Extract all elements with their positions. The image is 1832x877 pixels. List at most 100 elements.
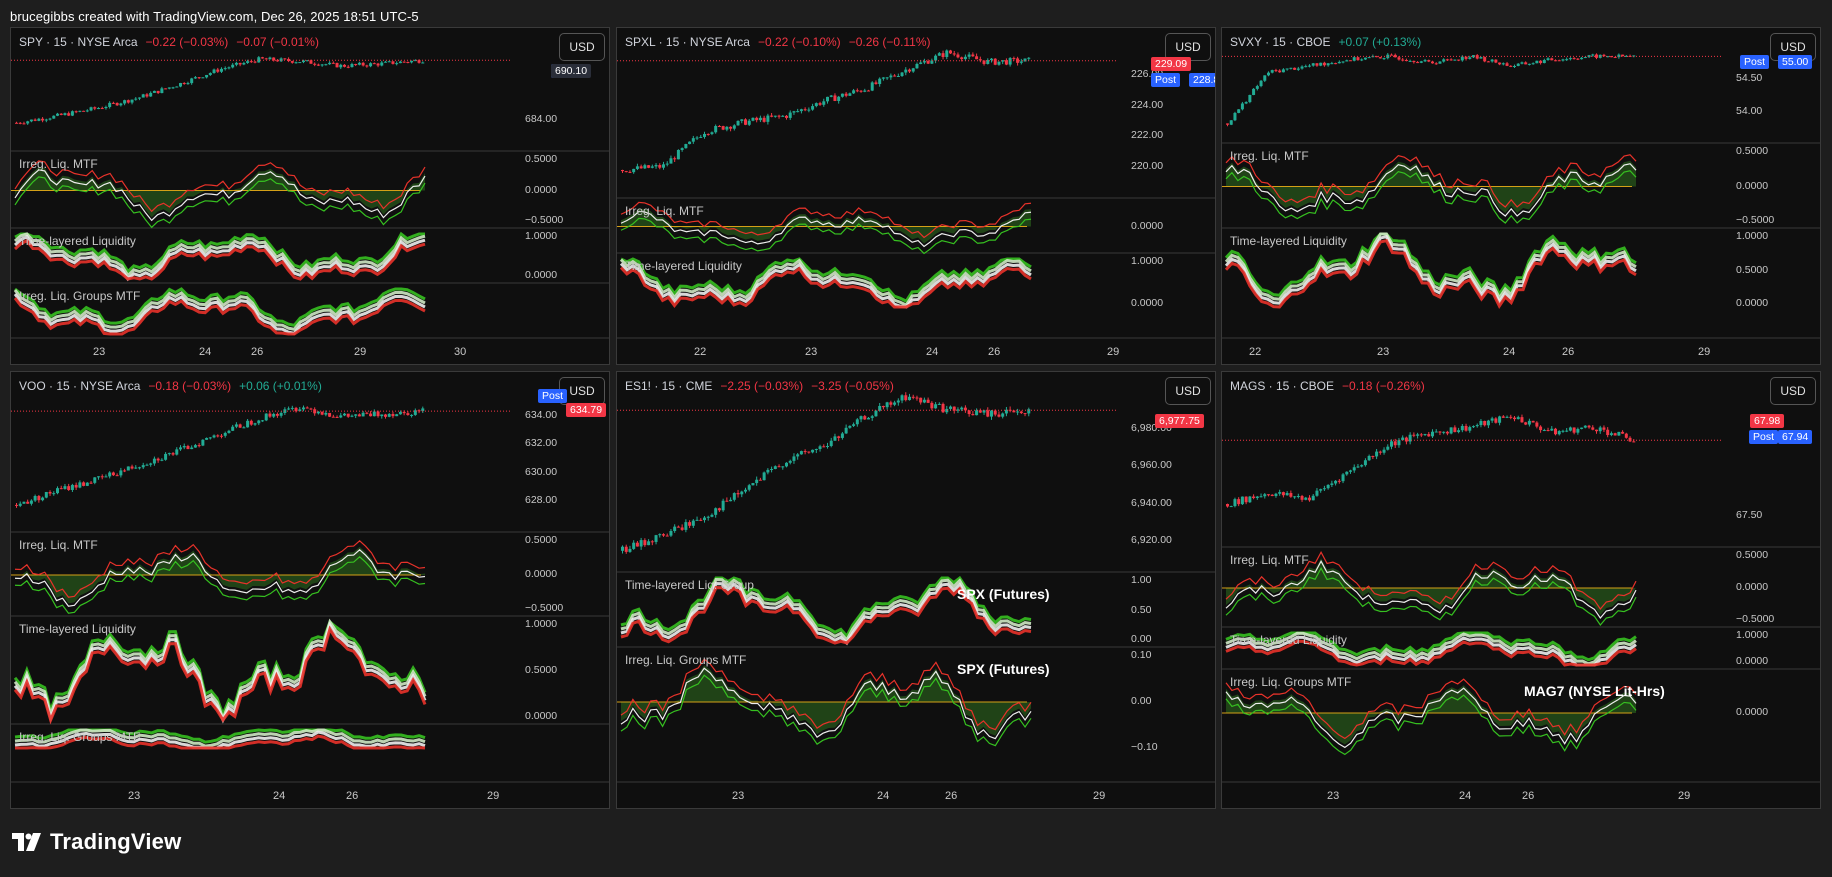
candle-body (1494, 418, 1498, 423)
chart-canvas[interactable] (11, 372, 610, 809)
candle-body (1449, 427, 1453, 434)
indicator-label[interactable]: Irreg. Liq. MTF (1230, 553, 1309, 567)
symbol-label[interactable]: SPXL · 15 · NYSE Arca (625, 35, 750, 49)
candle-body (747, 485, 751, 490)
currency-button[interactable]: USD (1165, 33, 1211, 61)
indicator-label[interactable]: Irreg. Liq. MTF (1230, 149, 1309, 163)
candle-body (1427, 434, 1431, 437)
candle-body (395, 63, 399, 65)
candle-body (1479, 57, 1483, 59)
symbol-label[interactable]: SVXY · 15 · CBOE (1230, 35, 1331, 49)
candle-body (1483, 57, 1487, 62)
candle-body (93, 107, 97, 109)
candle-body (889, 402, 893, 405)
chart-panel-spy[interactable]: SPY · 15 · NYSE Arca −0.22 (−0.03%) −0.07 … (10, 27, 610, 365)
indicator-line-green (1225, 566, 1637, 626)
candle-body (1445, 431, 1449, 434)
chart-canvas[interactable] (1222, 372, 1821, 809)
indicator-layer (1224, 232, 1637, 298)
symbol-label[interactable]: SPY · 15 · NYSE Arca (19, 35, 138, 49)
candle-body (1442, 59, 1446, 62)
candle-body (993, 58, 997, 65)
indicator-label[interactable]: Irreg. Liq. Groups MTF (1230, 675, 1352, 689)
indicator-label[interactable]: Irreg. Liq. MTF (19, 538, 98, 552)
candle-body (781, 115, 785, 117)
candle-body (647, 165, 651, 168)
currency-button[interactable]: USD (559, 33, 605, 61)
indicator-fill (1226, 685, 1636, 745)
candle-body (257, 57, 261, 63)
candle-body (78, 110, 82, 112)
candle-body (997, 61, 1001, 65)
price-tag: 229.09 (1151, 57, 1192, 71)
indicator-label[interactable]: Time-layered Liquidity (19, 622, 136, 636)
indicator-label[interactable]: Time-layered Liquidity (1230, 633, 1347, 647)
candle-body (1233, 499, 1237, 507)
indicator-label[interactable]: Time-layered Liquidity (19, 234, 136, 248)
candle-body (624, 171, 628, 173)
candle-body (1001, 60, 1005, 62)
indicator-line-white (14, 169, 426, 222)
candle-body (803, 109, 807, 111)
candle-body (911, 68, 915, 72)
candle-body (1609, 433, 1613, 436)
candle-body (952, 406, 956, 411)
candle-body (1464, 56, 1468, 59)
candle-body (1019, 411, 1023, 414)
candle-body (852, 90, 856, 94)
chart-canvas[interactable] (617, 372, 1216, 809)
indicator-label[interactable]: Irreg. Liq. MTF (19, 157, 98, 171)
indicator-axis-tick: 0.5000 (525, 664, 558, 676)
chart-canvas[interactable] (11, 28, 610, 365)
candle-body (339, 64, 343, 68)
symbol-label[interactable]: ES1! · 15 · CME (625, 379, 713, 393)
indicator-label[interactable]: Irreg. Liq. Groups MTF (19, 289, 141, 303)
candle-body (70, 484, 74, 490)
indicator-plot (620, 575, 1032, 646)
candle-body (829, 95, 833, 97)
chart-panel-mags[interactable]: MAGS · 15 · CBOE −0.18 (−0.26%) USD 67.50 67… (1221, 371, 1821, 809)
candle-body (1568, 427, 1572, 431)
candle-body (766, 115, 770, 122)
indicator-label[interactable]: Time-layered Liquidity (625, 259, 742, 273)
candle-body (100, 476, 104, 478)
candle-body (729, 126, 733, 129)
candle-body (848, 425, 852, 428)
chart-panel-es1[interactable]: ES1! · 15 · CME −2.25 (−0.03%) −3.25 (−0.0… (616, 371, 1216, 809)
indicator-axis-tick: 0.5000 (525, 534, 558, 546)
indicator-label[interactable]: Time-layered Liquidity (1230, 234, 1347, 248)
candle-body (74, 111, 78, 113)
chart-canvas[interactable] (617, 28, 1216, 365)
symbol-label[interactable]: MAGS · 15 · CBOE (1230, 379, 1335, 393)
indicator-axis-tick: 0.00 (1131, 695, 1152, 707)
chart-panel-svxy[interactable]: SVXY · 15 · CBOE +0.07 (+0.13%) USD 54.50 54… (1221, 27, 1821, 365)
currency-button[interactable]: USD (1165, 377, 1211, 405)
candle-body (18, 503, 22, 506)
chart-canvas[interactable] (1222, 28, 1821, 365)
chart-panel-voo[interactable]: VOO · 15 · NYSE Arca −0.18 (−0.03%) +0.06 … (10, 371, 610, 809)
candle-body (1390, 441, 1393, 447)
candle-body (1281, 492, 1285, 496)
candle-body (1023, 413, 1027, 415)
candle-body (1397, 57, 1401, 60)
candle-body (1624, 433, 1628, 438)
candle-body (1349, 60, 1352, 62)
tradingview-logo[interactable]: TradingView (12, 829, 181, 855)
candle-body (762, 472, 766, 481)
candle-body (227, 430, 231, 433)
currency-button[interactable]: USD (1770, 377, 1816, 405)
symbol-label[interactable]: VOO · 15 · NYSE Arca (19, 379, 141, 393)
candle-body (788, 112, 792, 118)
candle-body (654, 165, 658, 167)
candle-body (354, 414, 358, 416)
candle-body (74, 484, 78, 488)
indicator-label[interactable]: Time-layered Liq. Group (625, 578, 754, 592)
candle-body (770, 468, 774, 470)
indicator-label[interactable]: Irreg. Liq. Groups MTF (19, 730, 141, 744)
candle-body (740, 491, 744, 495)
indicator-axis-tick: 1.0000 (1131, 255, 1164, 267)
price-tag: Post (1151, 73, 1181, 87)
indicator-label[interactable]: Irreg. Liq. MTF (625, 204, 704, 218)
chart-panel-spxl[interactable]: SPXL · 15 · NYSE Arca −0.22 (−0.10%) −0.26… (616, 27, 1216, 365)
indicator-label[interactable]: Irreg. Liq. Groups MTF (625, 653, 747, 667)
